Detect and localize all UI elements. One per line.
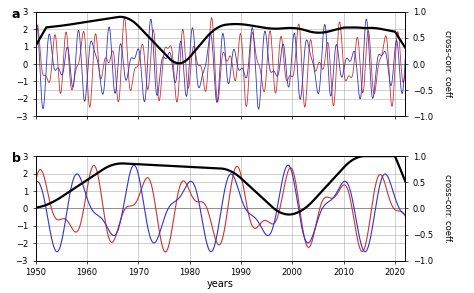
Text: a: a bbox=[11, 8, 20, 21]
Text: b: b bbox=[11, 152, 20, 165]
Y-axis label: cross-corr. coeff.: cross-corr. coeff. bbox=[443, 30, 452, 98]
Y-axis label: cross-corr. coeff.: cross-corr. coeff. bbox=[443, 174, 452, 243]
X-axis label: years: years bbox=[207, 279, 234, 289]
